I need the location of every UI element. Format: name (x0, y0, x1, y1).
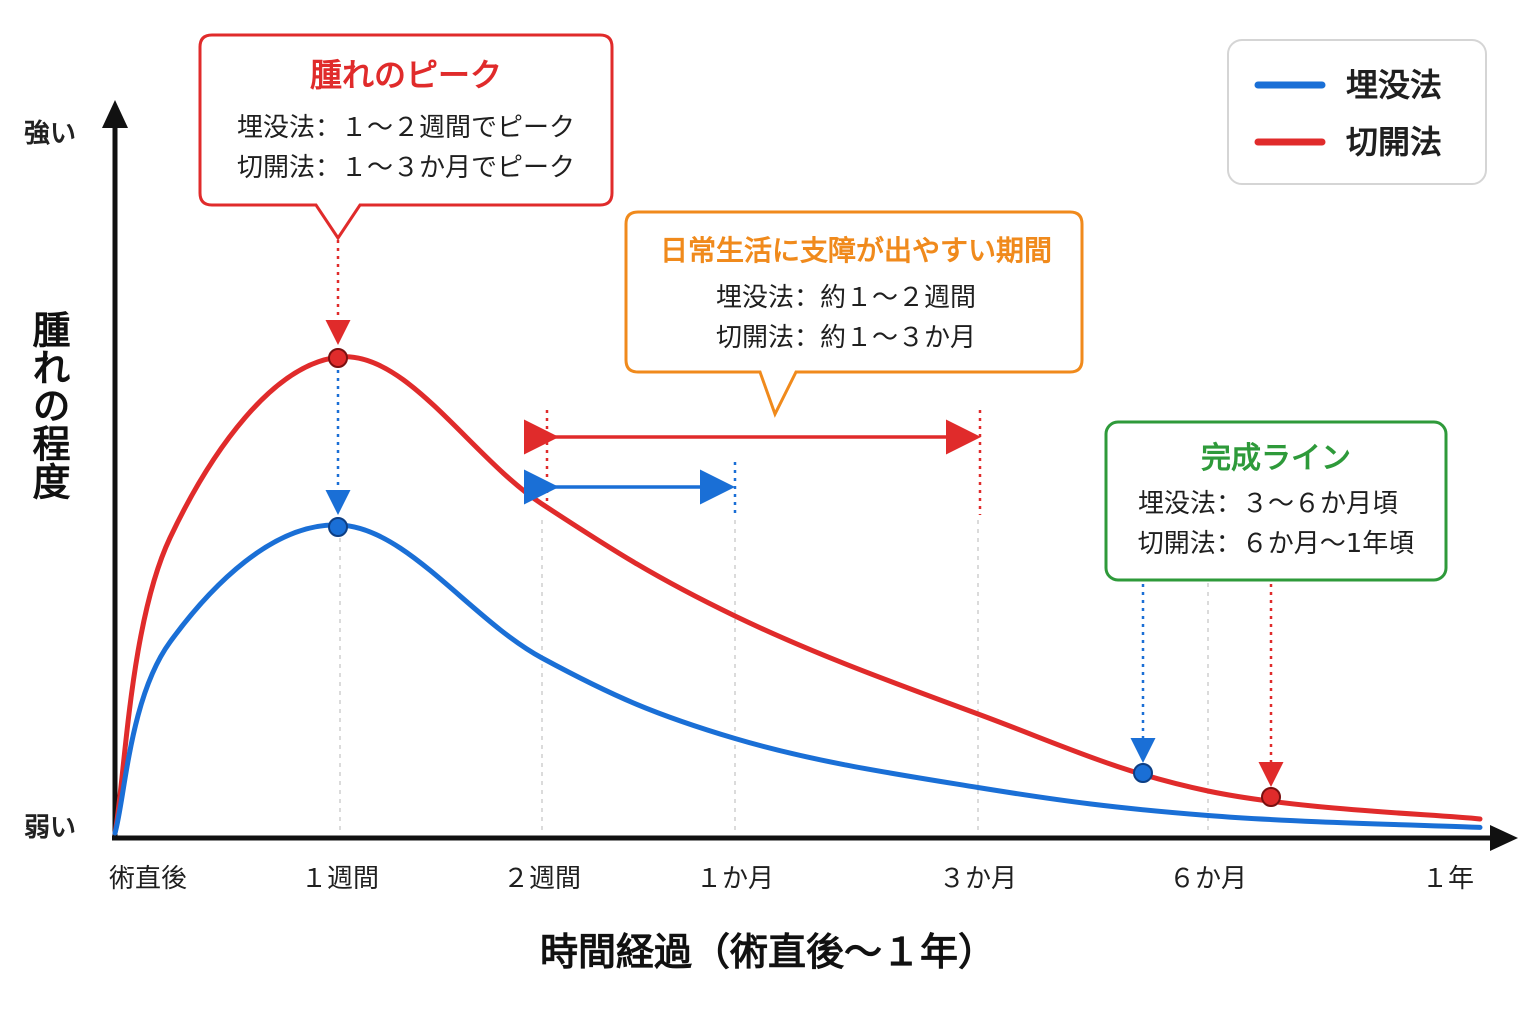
x-tick-label: ６か月 (1169, 864, 1247, 894)
x-tick-label: １週間 (301, 864, 379, 894)
x-axis-title: 時間経過（術直後〜１年） (540, 930, 996, 974)
completion-callout: 完成ライン 埋没法：３〜６か月頃 切開法：６か月〜1年頃 (1104, 420, 1448, 582)
y-top-label: 強い (24, 119, 76, 149)
peak-marker-埋没法 (328, 517, 348, 537)
daily-life-line-1: 埋没法：約１〜２週間 (716, 283, 976, 313)
y-axis-title: 腫れの程度 (26, 310, 70, 500)
completion-line-1: 埋没法：３〜６か月頃 (1138, 489, 1398, 519)
completion-marker-埋没法 (1133, 763, 1153, 783)
daily-life-callout: 日常生活に支障が出やすい期間 埋没法：約１〜２週間 切開法：約１〜３か月 (624, 210, 1084, 418)
daily-life-line-2: 切開法：約１〜３か月 (716, 323, 976, 353)
x-axis-arrow (1490, 825, 1518, 851)
completion-marker-切開法 (1261, 787, 1281, 807)
y-axis-arrow (102, 100, 128, 128)
peak-callout-line-2: 切開法：１〜３か月でピーク (237, 153, 575, 183)
x-tick-label: ３か月 (939, 864, 1017, 894)
legend: 埋没法 切開法 (1227, 39, 1487, 185)
x-tick-label: ２週間 (503, 864, 581, 894)
completion-line-2: 切開法：６か月〜1年頃 (1138, 529, 1415, 559)
series-line-埋没法 (112, 522, 1483, 836)
x-tick-label: １年 (1422, 864, 1474, 894)
peak-callout: 腫れのピーク 埋没法：１〜２週間でピーク 切開法：１〜３か月でピーク (198, 33, 614, 241)
x-tick-label: １か月 (696, 864, 774, 894)
peak-callout-line-1: 埋没法：１〜２週間でピーク (237, 113, 575, 143)
y-bottom-label: 弱い (24, 813, 76, 843)
peak-callout-title: 腫れのピーク (310, 56, 502, 94)
legend-label-埋没法: 埋没法 (1346, 66, 1442, 104)
completion-title: 完成ライン (1201, 441, 1351, 476)
legend-label-切開法: 切開法 (1346, 123, 1442, 161)
peak-marker-切開法 (328, 348, 348, 368)
x-tick-label: 術直後 (109, 864, 187, 894)
daily-life-title: 日常生活に支障が出やすい期間 (660, 234, 1052, 267)
series-line-切開法 (112, 354, 1483, 836)
